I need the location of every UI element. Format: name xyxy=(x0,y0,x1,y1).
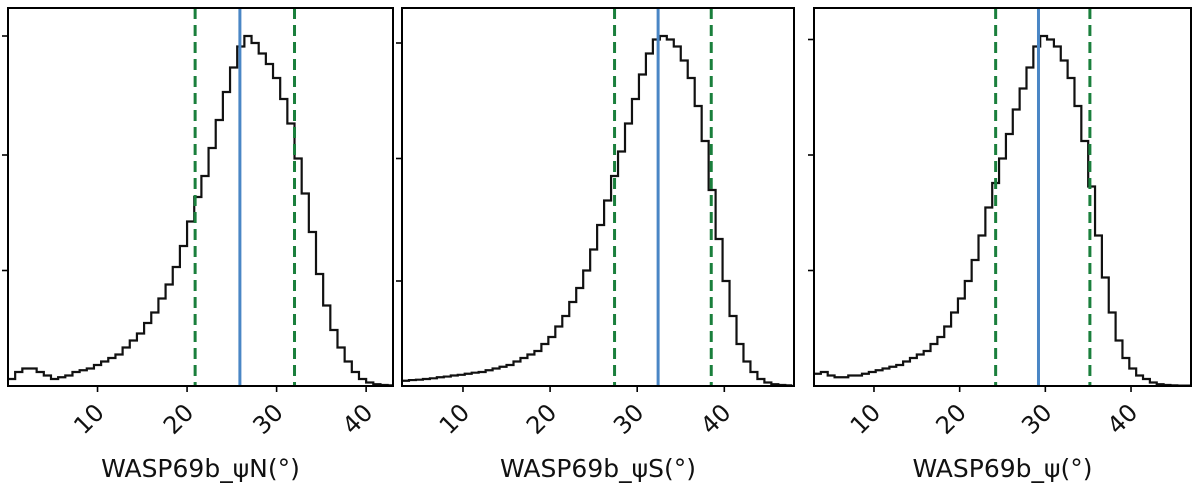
x-axis-label-2: WASP69b_ψS(°) xyxy=(500,454,696,483)
chart-panel-3: 10 20 30 40 WASP69b_ψ(°) xyxy=(808,7,1192,483)
x-tick-label-2-4: 40 xyxy=(695,398,736,439)
x-tick-label-1-4: 40 xyxy=(337,398,378,439)
histogram-3 xyxy=(814,34,1191,386)
x-tick-label-1-1: 10 xyxy=(68,398,109,439)
chart-panel-2: 10 20 30 40 WASP69b_ψS(°) xyxy=(396,7,795,483)
plot-frame-3 xyxy=(813,7,1192,387)
x-tick-label-1-2: 20 xyxy=(158,398,199,439)
plot-frame-2 xyxy=(401,7,795,387)
x-axis-label-1: WASP69b_ψN(°) xyxy=(101,454,300,483)
x-tick-label-1-3: 30 xyxy=(247,398,288,439)
plot-frame-1 xyxy=(7,7,394,387)
histogram-1 xyxy=(8,34,393,386)
x-tick-label-3-3: 30 xyxy=(1016,398,1057,439)
x-tick-label-3-4: 40 xyxy=(1102,398,1143,439)
x-tick-label-3-1: 10 xyxy=(845,398,886,439)
x-tick-label-2-1: 10 xyxy=(434,398,475,439)
chart-panel-1: 10 20 30 40 WASP69b_ψN(°) xyxy=(2,7,394,483)
x-tick-label-2-3: 30 xyxy=(608,398,649,439)
x-tick-label-2-2: 20 xyxy=(521,398,562,439)
histogram-2 xyxy=(402,34,793,386)
x-tick-label-3-2: 20 xyxy=(931,398,972,439)
x-axis-label-3: WASP69b_ψ(°) xyxy=(912,454,1092,483)
